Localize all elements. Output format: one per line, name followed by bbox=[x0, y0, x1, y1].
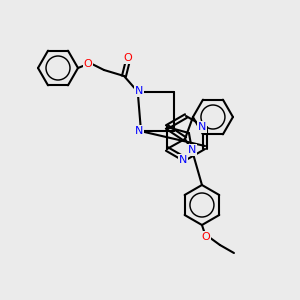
Text: N: N bbox=[179, 155, 187, 165]
Text: N: N bbox=[135, 126, 143, 136]
Text: O: O bbox=[124, 53, 132, 63]
Text: N: N bbox=[198, 122, 206, 132]
Text: O: O bbox=[202, 232, 210, 242]
Text: O: O bbox=[84, 59, 92, 69]
Text: N: N bbox=[135, 86, 143, 96]
Text: N: N bbox=[188, 145, 196, 155]
